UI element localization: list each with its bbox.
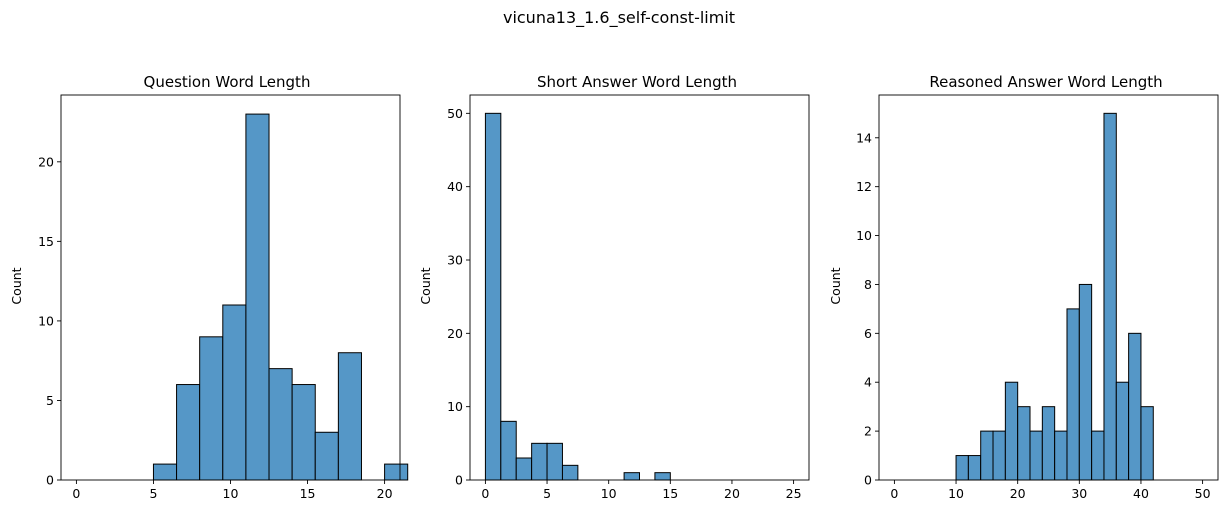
x-tick-label: 0 xyxy=(481,486,489,501)
x-tick-label: 20 xyxy=(377,486,393,501)
x-tick-label: 20 xyxy=(724,486,740,501)
histogram-bar xyxy=(967,455,982,481)
y-tick-label: 8 xyxy=(864,277,872,292)
y-tick-label: 30 xyxy=(447,253,463,268)
panel-title: Short Answer Word Length xyxy=(537,73,737,91)
histogram-bar xyxy=(1091,430,1105,481)
histogram-bar xyxy=(515,457,533,481)
y-tick-label: 0 xyxy=(46,473,54,488)
histogram-bar xyxy=(1004,381,1019,481)
x-tick-label: 5 xyxy=(543,486,551,501)
histogram-bar xyxy=(291,384,316,481)
histogram-bar xyxy=(955,455,969,481)
histogram-bar xyxy=(654,472,671,481)
y-tick-label: 50 xyxy=(447,106,463,121)
x-tick-label: 0 xyxy=(72,486,80,501)
histogram-bar xyxy=(1115,381,1130,481)
y-tick-label: 10 xyxy=(38,313,54,328)
x-tick-label: 0 xyxy=(890,486,898,501)
histogram-bar xyxy=(1054,430,1068,481)
panel-question-word-length: Question Word Length Count 0 5 10 15 20 0 5 10 1… xyxy=(9,73,409,501)
histogram-bar xyxy=(268,368,293,481)
x-tick-label: 5 xyxy=(149,486,157,501)
histogram-bar xyxy=(500,420,517,481)
x-tick-label: 10 xyxy=(948,486,964,501)
histogram-bar xyxy=(384,463,409,481)
histogram-bar xyxy=(1066,308,1080,481)
histogram-bar xyxy=(1029,430,1043,481)
histogram-bar xyxy=(222,304,247,481)
histogram-bar xyxy=(152,463,178,481)
y-tick-label: 20 xyxy=(38,154,54,169)
histogram-bar xyxy=(992,430,1006,481)
histogram-bar xyxy=(1017,406,1031,481)
histogram-bar xyxy=(561,464,579,481)
histogram-bar xyxy=(337,352,362,481)
x-tick-label: 30 xyxy=(1071,486,1087,501)
axes-frame xyxy=(469,94,810,481)
x-tick-label: 25 xyxy=(786,486,802,501)
y-tick-label: 5 xyxy=(46,393,54,408)
histogram-bar xyxy=(199,336,224,481)
histogram-bar xyxy=(245,113,270,481)
histogram-bar xyxy=(1140,406,1154,481)
figure-suptitle: vicuna13_1.6_self-const-limit xyxy=(503,8,735,28)
y-tick-label: 12 xyxy=(856,179,872,194)
x-tick-label: 50 xyxy=(1195,486,1211,501)
histogram-bar xyxy=(546,442,563,481)
y-tick-label: 0 xyxy=(864,473,872,488)
histogram-bar xyxy=(484,112,502,481)
histogram-bar xyxy=(980,430,994,481)
y-tick-label: 15 xyxy=(38,234,54,249)
histogram-bar xyxy=(531,442,548,481)
x-tick-label: 15 xyxy=(662,486,678,501)
panel-short-answer-word-length: Short Answer Word Length Count 0 5 10 15 20 2… xyxy=(418,73,810,501)
y-tick-label: 10 xyxy=(856,228,872,243)
y-tick-label: 14 xyxy=(856,130,872,145)
y-tick-label: 10 xyxy=(447,399,463,414)
x-tick-label: 15 xyxy=(300,486,316,501)
x-tick-label: 10 xyxy=(223,486,239,501)
y-axis-label: Count xyxy=(9,267,24,304)
axes-frame xyxy=(878,94,1219,481)
panel-reasoned-answer-word-length: Reasoned Answer Word Length Count 0 10 20 3… xyxy=(828,73,1219,501)
histogram-bar xyxy=(1041,406,1056,481)
x-tick-label: 20 xyxy=(1010,486,1026,501)
histogram-bar xyxy=(314,431,339,481)
histogram-bar xyxy=(623,472,640,481)
panel-title: Reasoned Answer Word Length xyxy=(929,73,1162,91)
y-tick-label: 2 xyxy=(864,424,872,439)
y-axis-label: Count xyxy=(828,267,843,304)
histogram-bar xyxy=(1103,112,1117,481)
histogram-bar xyxy=(1128,332,1142,481)
y-tick-label: 20 xyxy=(447,326,463,341)
histogram-bar xyxy=(1078,283,1093,481)
y-tick-label: 6 xyxy=(864,326,872,341)
panel-title: Question Word Length xyxy=(144,73,311,91)
histogram-bar xyxy=(176,384,201,481)
x-tick-label: 40 xyxy=(1133,486,1149,501)
y-tick-label: 0 xyxy=(455,473,463,488)
x-tick-label: 10 xyxy=(601,486,617,501)
y-tick-label: 4 xyxy=(864,375,872,390)
y-axis-label: Count xyxy=(418,267,433,304)
y-tick-label: 40 xyxy=(447,179,463,194)
